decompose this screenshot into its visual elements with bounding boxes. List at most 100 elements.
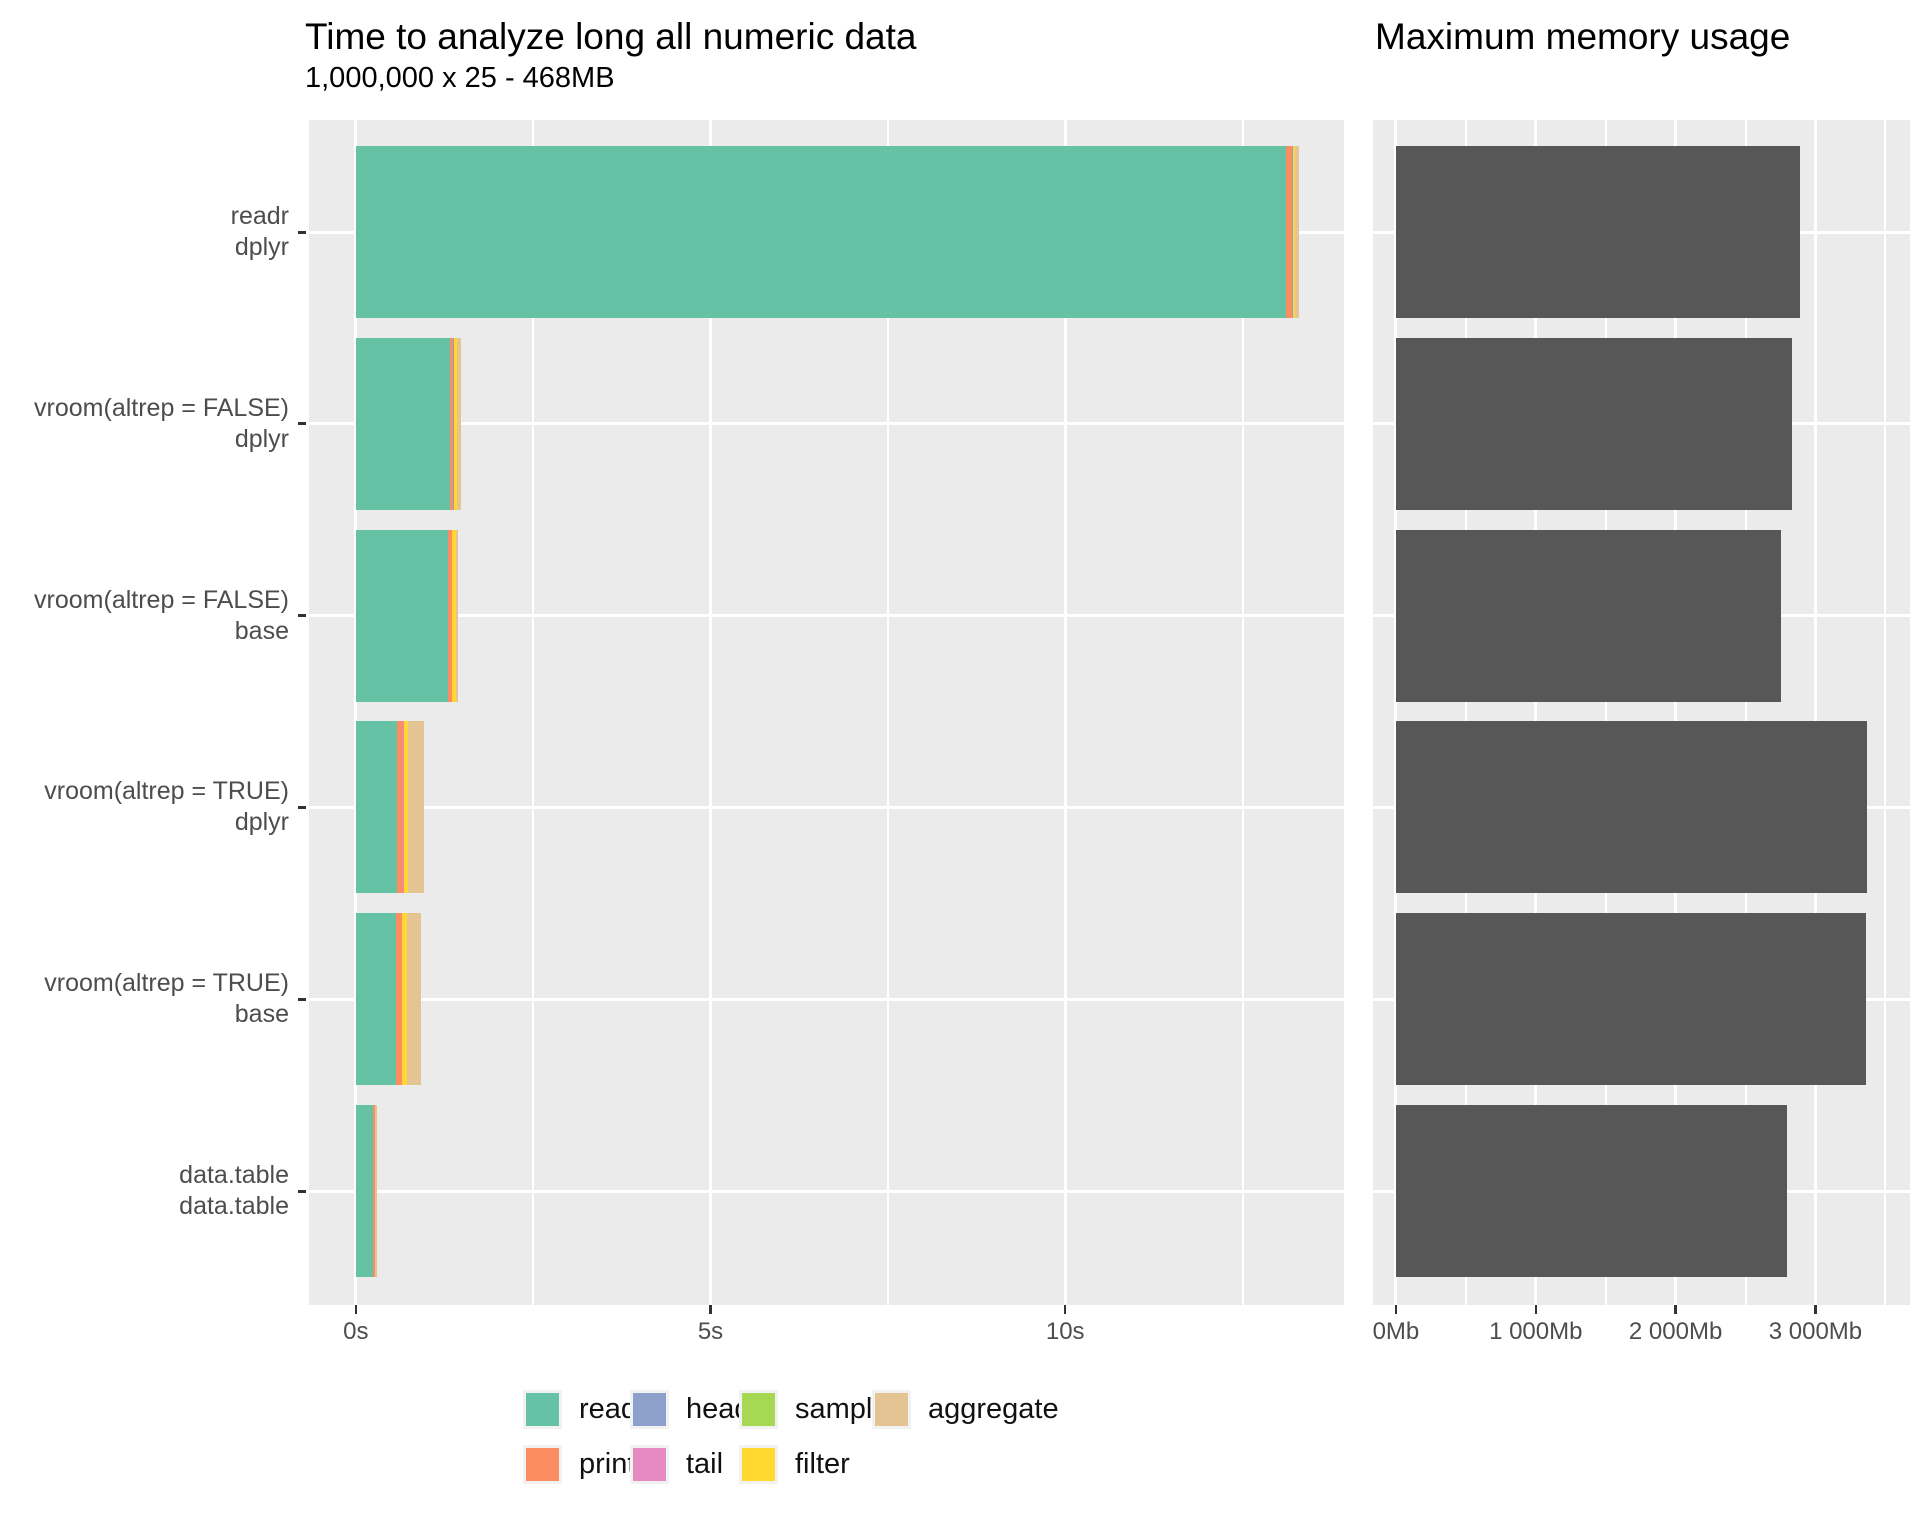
- gridline-major-vertical: [1534, 120, 1538, 1305]
- gridline-major-horizontal: [309, 805, 1344, 809]
- legend-key: [630, 1445, 669, 1484]
- time-chart-panel: [309, 120, 1344, 1305]
- bar-segment-filter: [1293, 146, 1296, 318]
- bar-segment-print: [448, 529, 452, 702]
- legend-label: aggregate: [928, 1393, 1059, 1425]
- y-axis-label: readr dplyr: [230, 202, 289, 261]
- gridline-major-horizontal: [309, 1189, 1344, 1193]
- memory-bar: [1395, 913, 1866, 1086]
- x-tick-label: 10s: [1045, 1318, 1085, 1345]
- bar-segment-read: [355, 913, 397, 1086]
- bar-segment-read: [355, 146, 1286, 318]
- bar-segment-read: [355, 721, 397, 894]
- bar-segment-read: [355, 337, 451, 510]
- bar-segment-print: [1285, 146, 1293, 318]
- legend-swatch-print: [526, 1448, 559, 1481]
- legend-item-aggregate: aggregate: [872, 1390, 1059, 1429]
- legend-swatch-filter: [742, 1448, 775, 1481]
- legend-swatch-tail: [633, 1448, 666, 1481]
- memory-bar: [1395, 146, 1801, 318]
- gridline-minor-vertical: [886, 120, 889, 1305]
- x-tick-mark: [1394, 1305, 1398, 1314]
- gridline-major-vertical: [709, 120, 712, 1305]
- legend-swatch-aggregate: [875, 1393, 908, 1426]
- memory-bar: [1395, 1105, 1787, 1277]
- bar-segment-aggregate: [408, 721, 424, 894]
- x-tick-mark: [1674, 1305, 1677, 1314]
- x-tick-mark: [709, 1305, 712, 1314]
- y-axis-label: data.table data.table: [179, 1161, 289, 1220]
- legend-key: [523, 1445, 562, 1484]
- bar-segment-aggregate: [407, 913, 422, 1086]
- legend-item-read: read: [523, 1390, 637, 1429]
- legend-swatch-head: [633, 1393, 666, 1426]
- bar-segment-aggregate: [457, 337, 461, 510]
- legend-swatch-read: [526, 1393, 559, 1426]
- bar-segment-filter: [452, 529, 457, 702]
- gridline-minor-vertical: [1241, 120, 1244, 1305]
- y-tick-mark: [298, 997, 306, 1001]
- gridline-major-horizontal: [309, 422, 1344, 426]
- gridline-major-horizontal: [309, 614, 1344, 618]
- legend-key: [630, 1390, 669, 1429]
- gridline-major-vertical: [1674, 120, 1678, 1305]
- y-axis-label: vroom(altrep = FALSE) base: [34, 585, 289, 645]
- y-tick-mark: [298, 422, 306, 426]
- x-tick-label: 3 000Mb: [1768, 1318, 1863, 1345]
- bar-segment-print: [450, 337, 454, 510]
- x-tick-mark: [1063, 1305, 1067, 1314]
- y-tick-mark: [298, 230, 306, 234]
- bar-segment-aggregate: [1295, 146, 1300, 318]
- y-tick-mark: [298, 614, 306, 618]
- gridline-major-vertical: [1063, 120, 1067, 1305]
- bar-segment-aggregate: [456, 529, 458, 702]
- legend-item-tail: tail: [630, 1445, 723, 1484]
- legend-key: [739, 1390, 778, 1429]
- legend-label: print: [579, 1448, 636, 1480]
- memory-bar: [1395, 721, 1868, 894]
- bar-segment-filter: [454, 337, 458, 510]
- memory-bar: [1395, 337, 1793, 510]
- y-tick-mark: [298, 1189, 306, 1193]
- legend-key: [523, 1390, 562, 1429]
- x-tick-mark: [1534, 1305, 1538, 1314]
- legend-swatch-sample: [742, 1393, 775, 1426]
- time-chart-title: Time to analyze long all numeric data: [305, 16, 917, 57]
- bar-segment-filter: [402, 913, 408, 1086]
- legend-item-sample: sample: [739, 1390, 889, 1429]
- gridline-minor-vertical: [1464, 120, 1467, 1305]
- legend-key: [872, 1390, 911, 1429]
- bar-segment-aggregate: [375, 1105, 378, 1277]
- y-axis-label: vroom(altrep = TRUE) dplyr: [44, 777, 289, 837]
- memory-chart-title: Maximum memory usage: [1375, 16, 1791, 57]
- legend-label: tail: [686, 1448, 724, 1480]
- memory-chart-panel: [1373, 120, 1910, 1305]
- gridline-minor-vertical: [1884, 120, 1887, 1305]
- bar-segment-print: [396, 913, 402, 1086]
- x-tick-mark: [1814, 1305, 1817, 1314]
- gridline-major-vertical: [354, 120, 358, 1305]
- legend-item-head: head: [630, 1390, 751, 1429]
- x-tick-label: 5s: [697, 1318, 724, 1345]
- legend-label: filter: [795, 1448, 850, 1480]
- y-axis-label: vroom(altrep = TRUE) base: [44, 969, 289, 1029]
- legend-key: [739, 1445, 778, 1484]
- gridline-minor-vertical: [1604, 120, 1607, 1305]
- x-tick-label: 0s: [343, 1318, 369, 1345]
- bar-segment-filter: [403, 721, 409, 894]
- memory-bar: [1395, 529, 1782, 702]
- bar-segment-print: [396, 721, 403, 894]
- bar-segment-read: [355, 1105, 373, 1277]
- x-tick-label: 0Mb: [1372, 1318, 1420, 1345]
- legend-label: read: [579, 1393, 638, 1425]
- legend-item-print: print: [523, 1445, 635, 1484]
- x-tick-label: 2 000Mb: [1628, 1318, 1723, 1345]
- gridline-major-vertical: [1813, 120, 1817, 1305]
- gridline-major-vertical: [1394, 120, 1398, 1305]
- bar-segment-print: [372, 1105, 375, 1277]
- time-chart-subtitle: 1,000,000 x 25 - 468MB: [305, 62, 615, 94]
- gridline-major-horizontal: [309, 997, 1344, 1001]
- gridline-minor-vertical: [532, 120, 535, 1305]
- bar-segment-read: [355, 529, 449, 702]
